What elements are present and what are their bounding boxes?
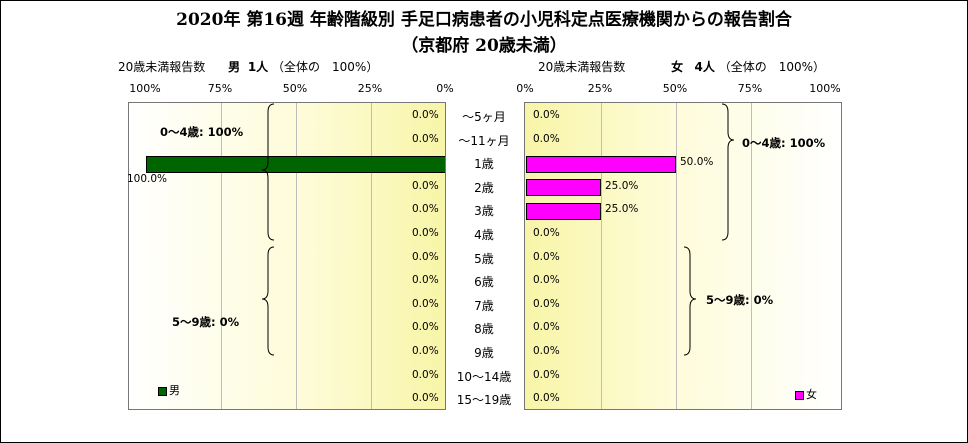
female-value-label: 0.0%: [533, 274, 560, 287]
male-value-label: 0.0%: [412, 368, 439, 381]
female-value-label: 50.0%: [680, 156, 714, 169]
female-tick-label: 25%: [587, 82, 613, 95]
female-tick-label: 50%: [662, 82, 688, 95]
female-value-label: 0.0%: [533, 297, 560, 310]
female-legend-label: 女: [806, 388, 817, 401]
female-value-label: 0.0%: [533, 227, 560, 239]
female-tick-label: 0%: [516, 82, 534, 95]
male-bar: [146, 155, 445, 173]
chart-title: 2020年 第16週 年齢階級別 手足口病患者の小児科定点医療機関からの報告割合: [176, 10, 792, 30]
female-bar: [526, 155, 676, 173]
male-header-label: 20歳未満報告数: [118, 60, 206, 74]
male-value-label: 0.0%: [412, 392, 439, 405]
category-label: 6歳: [474, 275, 494, 290]
female-value-label: 0.0%: [533, 321, 560, 334]
male-value-label: 100.0%: [127, 173, 168, 186]
male-header-total: （全体の 100%）: [272, 60, 379, 74]
male-value-label: 0.0%: [412, 109, 439, 121]
male-legend-label: 男: [169, 384, 180, 397]
female-value-label: 0.0%: [533, 345, 560, 357]
male-group-label-0-4: 0～4歳: 100%: [160, 125, 244, 139]
male-value-label: 0.0%: [412, 345, 439, 357]
male-bracket-5-9: [261, 246, 275, 356]
category-label: 4歳: [474, 228, 494, 242]
male-value-label: 0.0%: [412, 297, 439, 310]
female-legend: 女: [795, 386, 817, 402]
male-legend-swatch: [158, 386, 167, 396]
chart-subtitle: （京都府 20歳未満）: [401, 36, 567, 56]
female-bracket-0-4: [721, 103, 735, 241]
female-value-label: 0.0%: [533, 132, 560, 145]
male-value-label: 0.0%: [412, 227, 439, 239]
male-legend: 男: [158, 382, 180, 398]
male-header-count: 1人: [247, 60, 269, 74]
category-label: 7歳: [474, 298, 494, 313]
male-value-label: 0.0%: [412, 321, 439, 334]
male-plot-area: [128, 102, 446, 410]
category-label: ～11ヶ月: [458, 133, 510, 148]
female-tick-label: 75%: [737, 82, 763, 95]
category-label: 15～19歳: [456, 393, 512, 408]
male-tick-label: 75%: [207, 82, 233, 95]
female-tick-label: 100%: [809, 82, 841, 95]
male-header: 20歳未満報告数 男 1人 （全体の 100%）: [118, 58, 378, 75]
female-value-label: 0.0%: [533, 250, 560, 263]
female-legend-swatch: [795, 390, 804, 400]
female-header-sex: 女: [671, 60, 684, 74]
female-group-label-5-9: 5～9歳: 0%: [706, 293, 774, 307]
male-gridline: [296, 103, 297, 409]
male-value-label: 0.0%: [412, 179, 439, 192]
female-header-label: 20歳未満報告数: [538, 60, 626, 74]
female-value-label: 25.0%: [605, 179, 639, 192]
male-tick-label: 50%: [282, 82, 308, 95]
female-bar: [526, 179, 601, 197]
male-value-label: 0.0%: [412, 250, 439, 263]
male-value-label: 0.0%: [412, 132, 439, 145]
male-tick-label: 0%: [436, 82, 454, 95]
female-header-total: （全体の 100%）: [718, 60, 826, 74]
female-plot-area: [524, 102, 842, 410]
category-label: 10～14歳: [456, 369, 512, 384]
category-label: ～5ヶ月: [462, 110, 506, 124]
female-value-label: 0.0%: [533, 109, 560, 121]
female-bracket-5-9: [683, 246, 697, 356]
category-label: 2歳: [474, 180, 494, 195]
male-gridline: [371, 103, 372, 409]
category-label: 5歳: [474, 251, 494, 266]
female-gridline: [601, 103, 602, 409]
female-value-label: 25.0%: [605, 203, 639, 216]
male-value-label: 0.0%: [412, 203, 439, 216]
category-label: 9歳: [474, 346, 494, 360]
category-label: 1歳: [474, 157, 494, 172]
category-label: 8歳: [474, 322, 494, 337]
male-gridline: [221, 103, 222, 409]
female-value-label: 0.0%: [533, 392, 560, 405]
male-tick-label: 100%: [129, 82, 161, 95]
female-header: 20歳未満報告数 女 4人 （全体の 100%）: [538, 58, 825, 75]
category-label: 3歳: [474, 204, 494, 219]
female-bar: [526, 202, 601, 220]
male-tick-label: 25%: [357, 82, 383, 95]
male-value-label: 0.0%: [412, 274, 439, 287]
male-group-label-5-9: 5～9歳: 0%: [172, 315, 240, 329]
male-bracket-0-4: [261, 103, 275, 241]
female-header-count: 4人: [694, 60, 715, 74]
male-header-sex: 男: [228, 60, 241, 74]
female-group-label-0-4: 0～4歳: 100%: [742, 136, 826, 150]
female-gridline: [751, 103, 752, 409]
female-value-label: 0.0%: [533, 368, 560, 381]
female-gridline: [676, 103, 677, 409]
